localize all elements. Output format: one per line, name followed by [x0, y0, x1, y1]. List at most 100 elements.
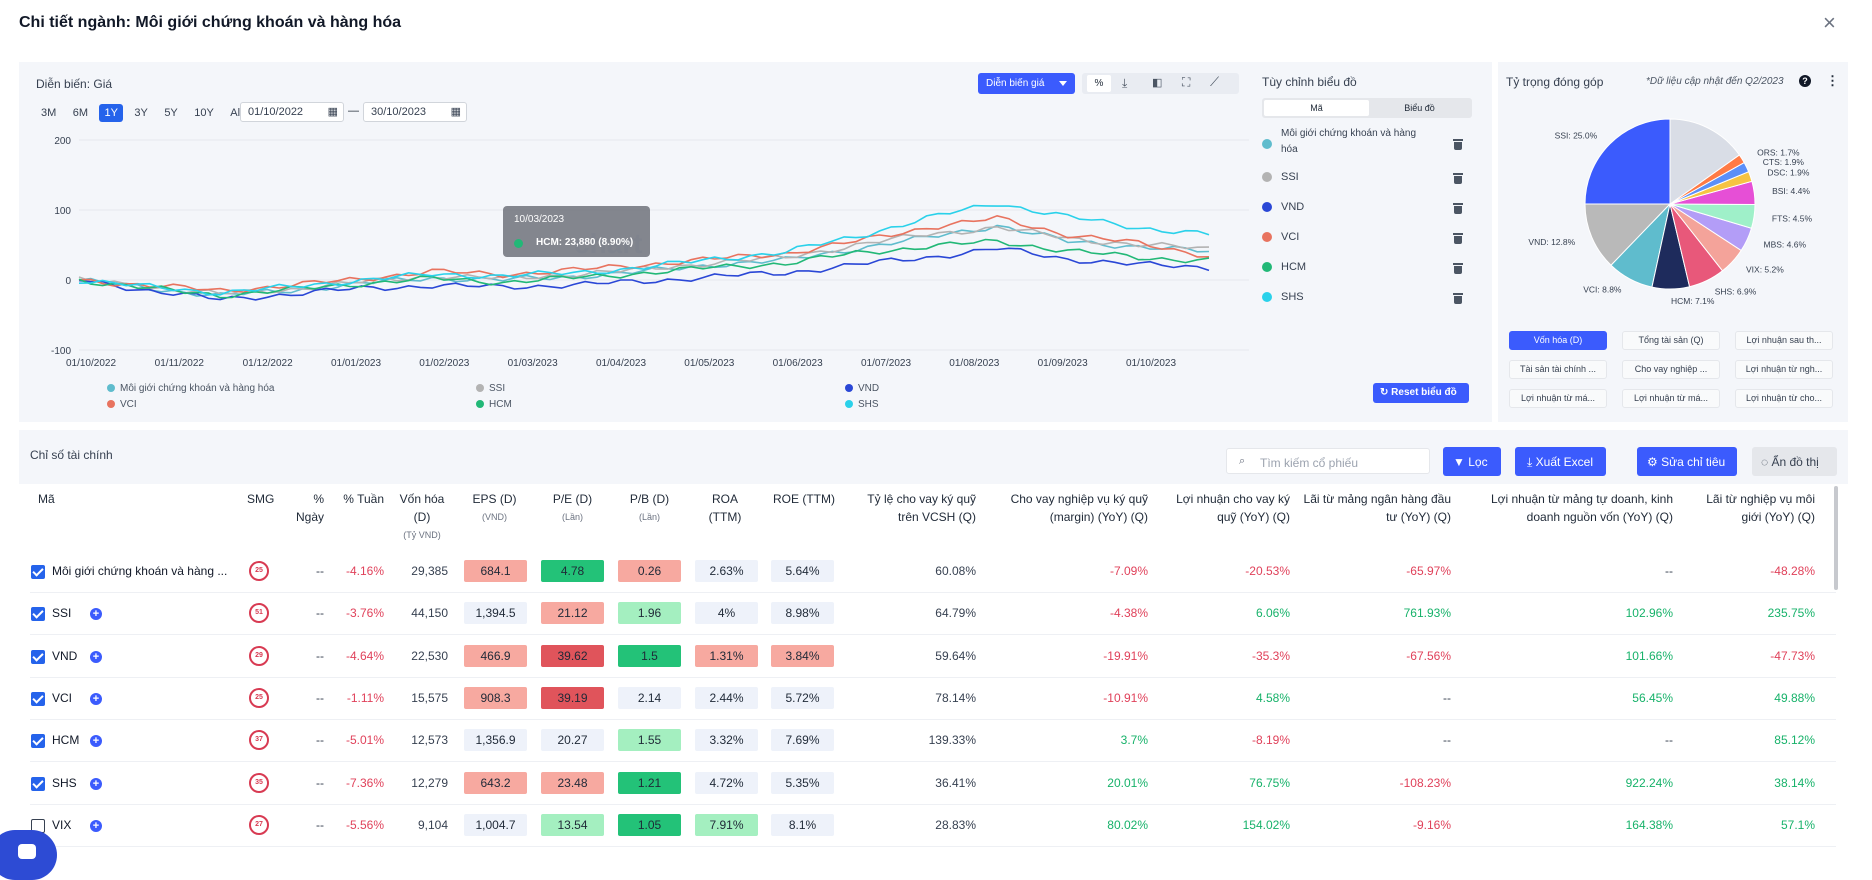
trash-icon[interactable] [1453, 139, 1463, 150]
range-3m[interactable]: 3M [41, 107, 57, 119]
trash-icon[interactable] [1453, 203, 1463, 214]
pie-metric-button[interactable]: Vốn hóa (D) [1509, 331, 1607, 350]
pie-slice-vnd[interactable] [1584, 203, 1672, 266]
col-laimg[interactable]: Lãi từ nghiệp vụ môi giới (YoY) (Q) [1706, 492, 1815, 524]
row-code[interactable]: SHS [52, 775, 77, 790]
col-ngay[interactable]: % Ngày [295, 492, 324, 524]
col-vonhoa[interactable]: Vốn hóa (D) (Tỷ VND) [396, 490, 448, 544]
legend-swatch [107, 384, 115, 392]
chart-mode-dropdown[interactable]: Diễn biến giá [978, 73, 1075, 94]
chat-widget-button[interactable] [0, 830, 57, 880]
row-code[interactable]: Môi giới chứng khoán và hàng ... [52, 564, 228, 578]
row-checkbox[interactable] [31, 649, 45, 664]
pie-metric-button[interactable]: Lợi nhuận từ má... [1622, 389, 1720, 408]
reset-chart-button[interactable]: ↻ Reset biểu đồ [1373, 383, 1469, 403]
col-chovay[interactable]: Cho vay nghiệp vụ ký quỹ (margin) (YoY) … [1010, 492, 1148, 524]
trash-icon[interactable] [1453, 173, 1463, 184]
trash-icon[interactable] [1453, 233, 1463, 244]
cell-laingh: -67.56% [1406, 648, 1451, 663]
col-eps[interactable]: EPS (D) (VND) [462, 490, 527, 526]
add-icon[interactable]: + [90, 608, 102, 621]
row-checkbox[interactable] [31, 776, 45, 791]
table-scrollbar[interactable] [1834, 486, 1838, 590]
col-laingh[interactable]: Lãi từ mảng ngân hàng đầu tư (YoY) (Q) [1303, 492, 1451, 524]
eye-off-icon: ◌ [1761, 455, 1772, 469]
row-code[interactable]: VCI [52, 690, 73, 705]
col-ma[interactable]: Mã [38, 492, 55, 506]
pie-slice-ssi[interactable] [1584, 118, 1671, 205]
legend-item[interactable]: SSI [476, 383, 505, 394]
series-dot [1262, 232, 1272, 242]
row-code[interactable]: VND [52, 648, 78, 663]
legend-item[interactable]: VND [845, 383, 879, 394]
col-pb[interactable]: P/B (D) (Lần) [617, 490, 682, 526]
filter-button[interactable]: ▼ Lọc [1443, 447, 1501, 476]
legend-item[interactable]: SHS [845, 399, 879, 410]
date-from-input[interactable]: 01/10/2022 ▦ [240, 102, 344, 122]
pie-metric-button[interactable]: Lợi nhuận sau th... [1735, 331, 1833, 350]
cell-roe: 5.35% [771, 771, 834, 794]
percent-button[interactable]: % [1087, 75, 1111, 92]
edit-metrics-button[interactable]: ⚙ Sửa chỉ tiêu [1637, 447, 1737, 476]
range-6m[interactable]: 6M [72, 107, 89, 119]
trend-icon[interactable]: ⟋ [1210, 74, 1220, 89]
cell-laingh: -- [1443, 733, 1451, 748]
row-checkbox[interactable] [31, 734, 45, 749]
tab-ma[interactable]: Mã [1264, 100, 1369, 116]
cell-vonhoa: 15,575 [411, 690, 448, 705]
search-placeholder: Tìm kiếm cổ phiếu [1260, 456, 1359, 470]
range-1y[interactable]: 1Y [99, 104, 123, 122]
pie-metric-button[interactable]: Lợi nhuận từ ngh... [1735, 360, 1833, 379]
row-checkbox[interactable] [31, 565, 45, 579]
row-checkbox[interactable] [31, 607, 45, 622]
legend-item[interactable]: HCM [476, 399, 512, 410]
col-lnmang[interactable]: Lợi nhuận từ mảng tự doanh, kinh doanh n… [1490, 492, 1673, 524]
col-tuan[interactable]: % Tuần [343, 492, 384, 506]
compare-icon[interactable]: ◧ [1152, 77, 1163, 89]
cell-pb: 1.05 [618, 813, 681, 836]
help-icon[interactable]: ? [1799, 75, 1811, 87]
fullscreen-icon[interactable]: ⛶ [1182, 75, 1191, 89]
add-icon[interactable]: + [90, 819, 102, 832]
export-excel-button[interactable]: ⤓ Xuất Excel [1515, 447, 1606, 476]
trash-icon[interactable] [1453, 263, 1463, 274]
cell-lnmang: 164.38% [1625, 817, 1673, 832]
col-pe[interactable]: P/E (D) (Lần) [540, 490, 605, 526]
legend-item[interactable]: Môi giới chứng khoán và hàng hóa [107, 383, 274, 394]
col-smg[interactable]: SMG [247, 492, 275, 506]
pie-chart[interactable]: SSI: 25.0% VND: 12.8% VCI: 8.8% HCM: 7.1%SH… [1500, 94, 1840, 324]
pie-metric-button[interactable]: Cho vay nghiệp ... [1622, 360, 1720, 379]
row-checkbox[interactable] [31, 691, 45, 706]
add-icon[interactable]: + [90, 777, 102, 790]
range-all[interactable]: All [230, 107, 243, 119]
row-code[interactable]: HCM [52, 733, 80, 748]
add-icon[interactable]: + [90, 650, 102, 663]
pie-metric-button[interactable]: Tổng tài sản (Q) [1622, 331, 1720, 350]
pie-slice-other[interactable] [1669, 118, 1741, 205]
date-to-input[interactable]: 30/10/2023 ▦ [363, 102, 467, 122]
col-roa[interactable]: ROA (TTM) [708, 492, 742, 524]
col-roe[interactable]: ROE (TTM) [773, 492, 835, 506]
pie-metric-button[interactable]: Lợi nhuận từ má... [1509, 389, 1607, 408]
more-icon[interactable]: ⋮ [1826, 73, 1839, 88]
row-code[interactable]: VIX [52, 817, 72, 832]
trash-icon[interactable] [1453, 293, 1463, 304]
range-5y[interactable]: 5Y [164, 107, 178, 119]
pie-metric-button[interactable]: Tài sản tài chính ... [1509, 360, 1607, 379]
col-lnchovay[interactable]: Lợi nhuận cho vay ký quỹ (YoY) (Q) [1176, 492, 1290, 524]
range-3y[interactable]: 3Y [134, 107, 148, 119]
range-10y[interactable]: 10Y [194, 107, 214, 119]
close-icon[interactable]: × [1823, 10, 1836, 35]
legend-item[interactable]: VCI [107, 399, 137, 410]
add-icon[interactable]: + [90, 735, 102, 748]
pie-metric-button[interactable]: Lợi nhuận từ cho... [1735, 389, 1833, 408]
tab-bieu-do[interactable]: Biểu đồ [1404, 103, 1435, 113]
download-icon[interactable]: ⤓ [1122, 76, 1128, 90]
custom-item-label: Môi giới chứng khoán và hàng hóa [1281, 128, 1416, 155]
row-code[interactable]: SSI [52, 606, 72, 621]
hide-chart-button[interactable]: ◌ Ẩn đồ thị [1752, 447, 1837, 476]
stock-search-input[interactable]: ⌕ Tìm kiếm cổ phiếu [1226, 448, 1430, 474]
col-tyle[interactable]: Tỷ lệ cho vay ký quỹ trên VCSH (Q) [867, 492, 976, 524]
add-icon[interactable]: + [90, 692, 102, 705]
